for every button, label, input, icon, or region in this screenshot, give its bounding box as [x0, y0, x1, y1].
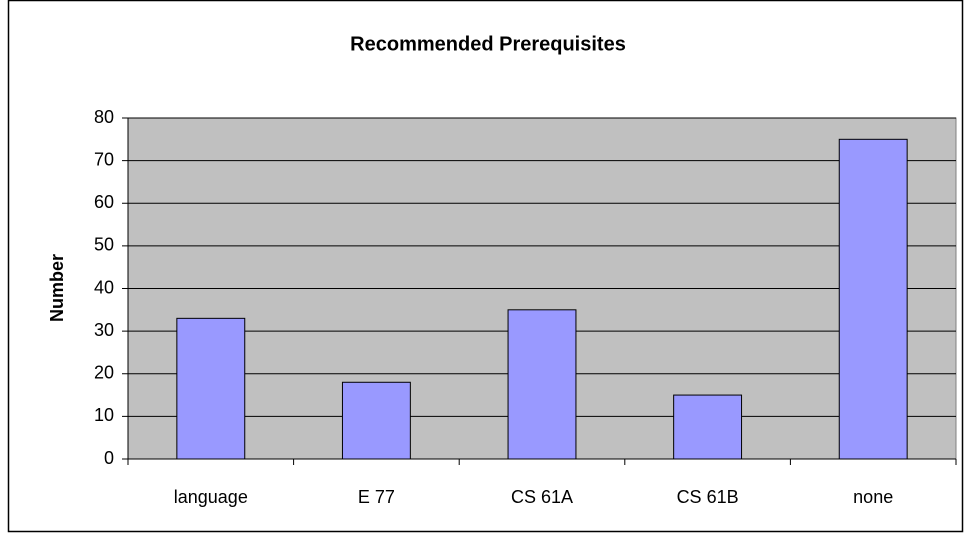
x-tick-label: CS 61A: [511, 487, 573, 507]
y-tick-label: 10: [94, 405, 114, 425]
x-tick-label: CS 61B: [677, 487, 739, 507]
bar: [507, 309, 577, 460]
y-tick-label: 40: [94, 277, 114, 297]
y-tick-label: 30: [94, 320, 114, 340]
y-tick-label: 60: [94, 192, 114, 212]
x-tick-label: E 77: [358, 487, 395, 507]
chart-title: Recommended Prerequisites: [350, 33, 626, 55]
y-tick-label: 50: [94, 235, 114, 255]
x-tick-label: none: [853, 487, 893, 507]
bar: [838, 138, 908, 460]
x-tick-label: language: [174, 487, 248, 507]
y-tick-label: 80: [94, 107, 114, 127]
bar: [176, 317, 246, 460]
y-tick-label: 70: [94, 149, 114, 169]
bar: [341, 381, 411, 460]
y-tick-label: 0: [104, 448, 114, 468]
y-axis-label: Number: [47, 254, 67, 322]
bar: [673, 394, 743, 460]
y-tick-label: 20: [94, 363, 114, 383]
